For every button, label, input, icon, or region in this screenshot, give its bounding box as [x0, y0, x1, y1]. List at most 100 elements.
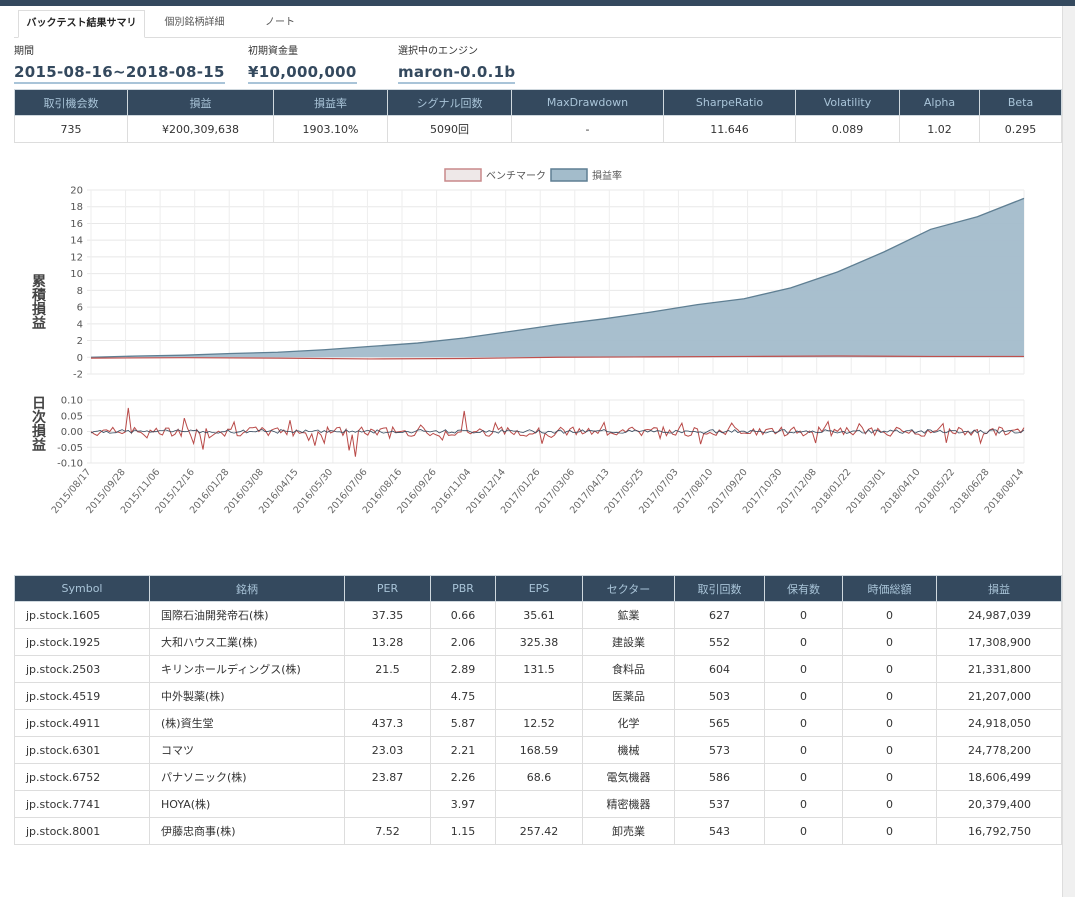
y-tick-label: 8: [77, 286, 83, 297]
period-value: 2015-08-16~2018-08-15: [14, 63, 225, 84]
table-cell: 0: [842, 817, 937, 845]
table-row[interactable]: jp.stock.4519 中外製薬(株) 4.75 医薬品 503 0 0 21,207,0…: [14, 682, 1062, 710]
y-tick-label: 18: [70, 202, 83, 213]
y-tick-label: 0.05: [61, 411, 83, 422]
table-cell: jp.stock.6752: [14, 763, 150, 791]
table-cell: 68.6: [495, 763, 583, 791]
summary-value: -: [511, 115, 664, 143]
tab-summary[interactable]: バックテスト結果サマリ: [18, 10, 145, 38]
table-cell: 0: [764, 817, 843, 845]
table-cell: 鉱業: [582, 601, 675, 629]
period-label: 期間: [14, 46, 34, 57]
stocks-header[interactable]: PER: [344, 575, 431, 602]
y-tick-label: 0: [77, 353, 83, 364]
line-benchmark: [90, 355, 1024, 360]
stocks-header[interactable]: 銘柄: [149, 575, 345, 602]
stocks-header[interactable]: 損益: [936, 575, 1062, 602]
summary-header: Beta: [979, 89, 1062, 116]
table-cell: 1.15: [430, 817, 496, 845]
table-cell: 12.52: [495, 709, 583, 737]
cumulative-ylabel-text: 累積損益: [32, 274, 46, 332]
table-cell: [495, 790, 583, 818]
table-cell: 0: [842, 655, 937, 683]
table-cell: 586: [674, 763, 765, 791]
scrollbar[interactable]: [1062, 6, 1075, 897]
tab-stock-detail[interactable]: 個別銘柄詳細: [164, 17, 225, 28]
table-cell: 21.5: [344, 655, 431, 683]
summary-table: 取引機会数 損益 損益率 シグナル回数 MaxDrawdown SharpeRatio Vo…: [14, 89, 1062, 143]
y-tick-label: 20: [70, 186, 83, 197]
table-cell: 化学: [582, 709, 675, 737]
table-row[interactable]: jp.stock.1925 大和ハウス工業(株) 13.28 2.06 325.38 建設…: [14, 628, 1062, 656]
stocks-header[interactable]: EPS: [495, 575, 583, 602]
table-cell: 437.3: [344, 709, 431, 737]
table-row[interactable]: jp.stock.6752 パナソニック(株) 23.87 2.26 68.6 電気機器 5…: [14, 763, 1062, 791]
table-row[interactable]: jp.stock.7741 HOYA(株) 3.97 精密機器 537 0 0 20,379,…: [14, 790, 1062, 818]
y-tick-label: -0.10: [57, 459, 83, 470]
engine-label: 選択中のエンジン: [398, 46, 478, 57]
performance-chart: ベンチマーク 損益率 -2 0 2 4 6 8 10 12 14 16 18 20 0.10 0.05 0.00…: [50, 168, 1026, 516]
table-cell: 16,792,750: [936, 817, 1062, 845]
stocks-header[interactable]: 保有数: [764, 575, 843, 602]
stocks-header[interactable]: Symbol: [14, 575, 150, 602]
y-tick-label: 6: [77, 303, 83, 314]
table-cell: [344, 790, 431, 818]
table-cell: jp.stock.7741: [14, 790, 150, 818]
y-tick-label: -2: [73, 370, 83, 381]
daily-ylabel-text: 日次損益: [32, 396, 46, 454]
table-row[interactable]: jp.stock.1605 国際石油開発帝石(株) 37.35 0.66 35.61 鉱業…: [14, 601, 1062, 629]
table-cell: 食料品: [582, 655, 675, 683]
daily-ylabel: 日次損益: [31, 397, 47, 453]
table-cell: 37.35: [344, 601, 431, 629]
capital-label: 初期資金量: [248, 46, 298, 57]
summary-value: 1903.10%: [273, 115, 388, 143]
table-cell: 573: [674, 736, 765, 764]
y-tick-label: 0.10: [61, 396, 83, 407]
table-row[interactable]: jp.stock.2503 キリンホールディングス(株) 21.5 2.89 131.5…: [14, 655, 1062, 683]
table-cell: 伊藤忠商事(株): [149, 817, 345, 845]
stocks-header[interactable]: 取引回数: [674, 575, 765, 602]
stocks-header[interactable]: 時価総額: [842, 575, 937, 602]
table-cell: 0.66: [430, 601, 496, 629]
y-tick-label: 4: [77, 319, 83, 330]
table-cell: (株)資生堂: [149, 709, 345, 737]
table-cell: 23.87: [344, 763, 431, 791]
table-row[interactable]: jp.stock.6301 コマツ 23.03 2.21 168.59 機械 573 0 0 24…: [14, 736, 1062, 764]
summary-header: Volatility: [795, 89, 900, 116]
table-cell: 503: [674, 682, 765, 710]
stocks-table: Symbol 銘柄 PER PBR EPS セクター 取引回数 保有数 時価総額 損益 jp.st…: [14, 575, 1062, 845]
y-tick-label: 12: [70, 252, 83, 263]
period-block: 期間 2015-08-16~2018-08-15: [14, 42, 225, 84]
table-cell: 543: [674, 817, 765, 845]
summary-header: シグナル回数: [387, 89, 512, 116]
table-cell: パナソニック(株): [149, 763, 345, 791]
summary-value: 735: [14, 115, 128, 143]
y-tick-label: 0.00: [61, 427, 83, 438]
stocks-header[interactable]: PBR: [430, 575, 496, 602]
table-cell: 国際石油開発帝石(株): [149, 601, 345, 629]
stocks-header[interactable]: セクター: [582, 575, 675, 602]
table-row[interactable]: jp.stock.8001 伊藤忠商事(株) 7.52 1.15 257.42 卸売業 54…: [14, 817, 1062, 845]
table-cell: 2.21: [430, 736, 496, 764]
summary-header: MaxDrawdown: [511, 89, 664, 116]
area-pl: [91, 198, 1024, 358]
table-row[interactable]: jp.stock.4911 (株)資生堂 437.3 5.87 12.52 化学 565 0 0…: [14, 709, 1062, 737]
table-cell: 0: [764, 790, 843, 818]
table-cell: jp.stock.8001: [14, 817, 150, 845]
engine-block: 選択中のエンジン maron-0.0.1b: [398, 42, 516, 84]
table-cell: 0: [842, 601, 937, 629]
summary-value: 1.02: [899, 115, 980, 143]
tab-notes[interactable]: ノート: [265, 17, 295, 28]
top-bar: [0, 0, 1075, 6]
table-cell: [344, 682, 431, 710]
table-cell: jp.stock.1925: [14, 628, 150, 656]
table-cell: 0: [764, 763, 843, 791]
table-cell: 2.26: [430, 763, 496, 791]
table-cell: jp.stock.4519: [14, 682, 150, 710]
table-cell: 23.03: [344, 736, 431, 764]
summary-value: 11.646: [663, 115, 796, 143]
table-cell: 2.89: [430, 655, 496, 683]
table-cell: 0: [764, 682, 843, 710]
table-cell: jp.stock.2503: [14, 655, 150, 683]
engine-value[interactable]: maron-0.0.1b: [398, 63, 516, 84]
